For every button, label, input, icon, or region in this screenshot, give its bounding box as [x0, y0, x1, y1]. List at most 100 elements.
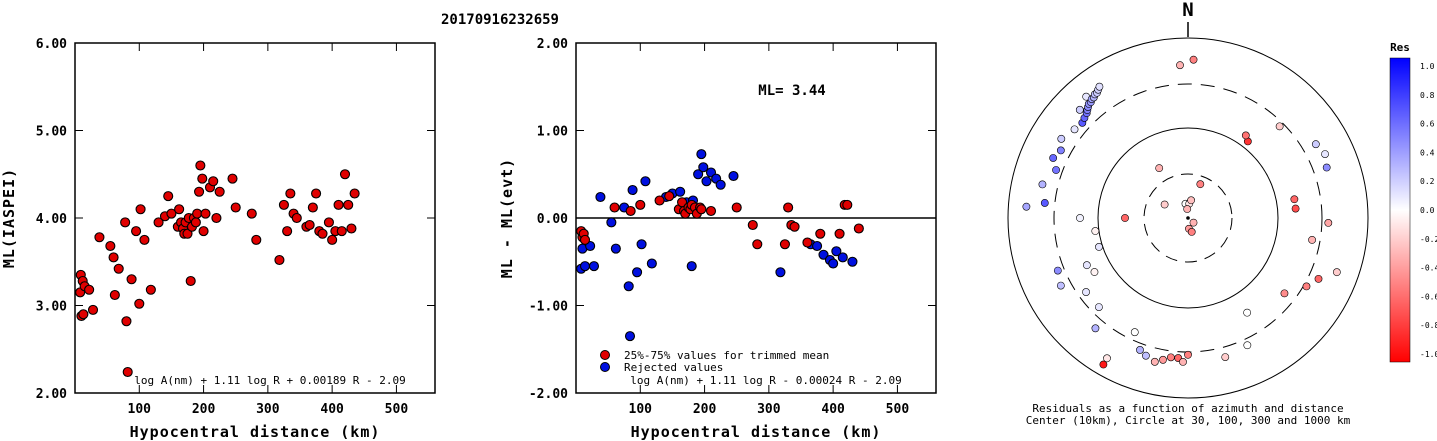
x-tick-label: 500	[385, 402, 409, 417]
polar-point	[1103, 354, 1111, 363]
data-point	[134, 298, 145, 309]
data-point	[78, 309, 89, 320]
colorbar-tick-label: -0.2	[1420, 235, 1437, 244]
legend-trimmed-label: 25%-75% values for trimmed mean	[624, 349, 829, 362]
trimmed-point	[635, 199, 646, 210]
data-point	[230, 202, 241, 213]
chart1-points	[75, 160, 360, 378]
trimmed-point	[747, 219, 758, 231]
polar-point	[1183, 205, 1192, 213]
trimmed-point	[779, 239, 790, 250]
data-point	[214, 186, 225, 197]
rejected-point	[579, 261, 591, 272]
trimmed-point	[705, 205, 717, 217]
polar-point	[1324, 218, 1333, 227]
x-tick-label: 500	[886, 402, 910, 417]
data-point	[105, 240, 116, 252]
rejected-point	[632, 267, 643, 278]
data-point	[108, 252, 119, 263]
polar-point	[1070, 125, 1079, 134]
polar-point	[1091, 227, 1100, 235]
data-point	[327, 234, 338, 245]
trimmed-point	[731, 202, 742, 213]
chart1-frame	[74, 42, 436, 394]
data-point	[166, 208, 177, 219]
polar-point	[1095, 82, 1104, 91]
chart2-y-label: ML - ML(evt)	[498, 158, 516, 278]
data-point	[317, 228, 328, 239]
ml-value-annotation: ML= 3.44	[758, 83, 825, 99]
chart2-x-label: Hypocentral distance (km)	[631, 423, 882, 441]
data-point	[182, 228, 193, 239]
polar-point	[1332, 268, 1341, 277]
polar-point	[1091, 324, 1100, 333]
rejected-point	[646, 258, 657, 269]
data-point	[333, 199, 344, 210]
rejected-point	[696, 149, 707, 160]
trimmed-point	[789, 221, 800, 232]
polar-point	[1057, 134, 1066, 143]
colorbar-tick-label: 1.0	[1420, 62, 1435, 71]
rejected-point	[686, 261, 697, 272]
rejected-point	[831, 246, 842, 257]
polar-point	[1187, 228, 1196, 236]
data-point	[336, 226, 347, 237]
data-point	[194, 186, 205, 197]
rejected-point	[701, 176, 712, 187]
chart1-formula: log A(nm) + 1.11 log R + 0.00189 R - 2.0…	[134, 374, 406, 387]
polar-point	[1187, 196, 1196, 205]
data-point	[126, 274, 137, 285]
trimmed-point	[654, 195, 665, 206]
colorbar-tick-label: -0.8	[1420, 321, 1437, 330]
polar-point	[1121, 214, 1129, 222]
polar-point	[1280, 289, 1289, 298]
data-point	[145, 284, 156, 295]
trimmed-point	[609, 202, 620, 213]
y-tick-label: 4.00	[36, 212, 67, 227]
data-point	[291, 212, 302, 224]
polar-caption-line2: Center (10km), Circle at 30, 100, 300 an…	[1026, 414, 1351, 427]
x-tick-label: 100	[128, 402, 152, 417]
data-point	[195, 160, 206, 171]
y-tick-label: 6.00	[36, 37, 67, 52]
data-point	[274, 254, 285, 266]
data-point	[323, 217, 334, 228]
data-point	[285, 188, 296, 199]
x-tick-label: 200	[693, 402, 717, 417]
chart2-points	[576, 149, 864, 342]
polar-point	[1290, 195, 1299, 204]
polar-point	[1075, 105, 1084, 114]
y-tick-label: 0.00	[537, 212, 568, 227]
polar-point	[1291, 204, 1300, 213]
polar-point	[1056, 281, 1065, 290]
polar-point	[1321, 150, 1329, 159]
x-tick-label: 300	[256, 402, 280, 417]
polar-point	[1308, 235, 1316, 244]
trimmed-point	[853, 223, 864, 234]
y-tick-label: 2.00	[36, 387, 67, 402]
trimmed-point	[696, 204, 707, 215]
polar-caption-line1: Residuals as a function of azimuth and d…	[1032, 402, 1343, 415]
polar-point	[1159, 355, 1167, 364]
polar-point	[1275, 122, 1284, 131]
rejected-point	[775, 267, 786, 278]
data-point	[87, 304, 99, 315]
trimmed-point	[815, 228, 826, 239]
data-point	[198, 226, 209, 237]
colorbar-tick-label: 0.6	[1420, 120, 1435, 129]
polar-point	[1243, 308, 1252, 317]
polar-point	[1176, 61, 1184, 70]
rejected-point	[627, 184, 638, 196]
polar-point	[1311, 140, 1320, 149]
colorbar-tick-label: 0.2	[1420, 177, 1435, 186]
ring-1000km	[1007, 37, 1369, 399]
data-point	[121, 316, 132, 327]
data-point	[185, 275, 196, 287]
rejected-point	[715, 179, 726, 190]
polar-point	[1221, 353, 1230, 361]
data-point	[211, 212, 222, 224]
polar-point	[1189, 55, 1198, 64]
chart1-x-ticks: 100 200 300 400 500	[128, 43, 409, 417]
data-point	[343, 199, 354, 210]
